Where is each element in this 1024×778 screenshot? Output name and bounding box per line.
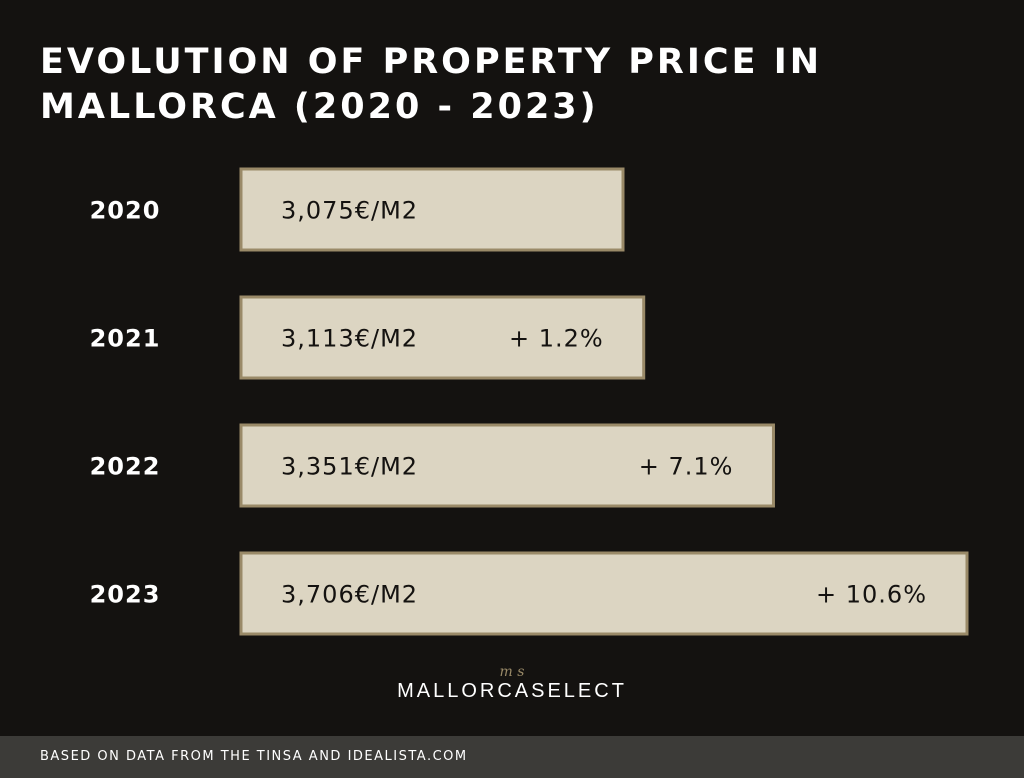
- logo-monogram: m s: [499, 664, 525, 680]
- year-label-2021: 2021: [90, 325, 161, 353]
- bar-2023: [239, 551, 969, 636]
- year-label-2020: 2020: [90, 197, 161, 225]
- chart-title-line-2: MALLORCA (2020 - 2023): [40, 87, 599, 127]
- year-label-2022: 2022: [90, 453, 161, 481]
- brand-logo: m s MALLORCASELECT: [0, 664, 1024, 703]
- value-label-2023: 3,706€/M2: [281, 581, 418, 609]
- logo-text: MALLORCASELECT: [397, 680, 627, 702]
- price-bar-chart: 2020 3,075€/M2 2021 3,113€/M2 + 1.2% 2022 3,35…: [90, 167, 969, 636]
- value-label-2020: 3,075€/M2: [281, 197, 418, 225]
- change-label-2023: + 10.6%: [816, 581, 927, 609]
- chart-title: EVOLUTION OF PROPERTY PRICE IN MALLORCA …: [40, 40, 822, 130]
- chart-title-line-1: EVOLUTION OF PROPERTY PRICE IN: [40, 42, 823, 82]
- value-label-2021: 3,113€/M2: [281, 325, 418, 353]
- bar-2020: [239, 167, 625, 252]
- bar-2021: [239, 295, 646, 380]
- change-label-2021: + 1.2%: [509, 325, 604, 353]
- bar-2022: [239, 423, 775, 508]
- footer-bar: BASED ON DATA FROM THE TINSA AND IDEALIS…: [0, 736, 1024, 778]
- change-label-2022: + 7.1%: [639, 453, 734, 481]
- value-label-2022: 3,351€/M2: [281, 453, 418, 481]
- source-note: BASED ON DATA FROM THE TINSA AND IDEALIS…: [40, 749, 468, 764]
- year-label-2023: 2023: [90, 581, 161, 609]
